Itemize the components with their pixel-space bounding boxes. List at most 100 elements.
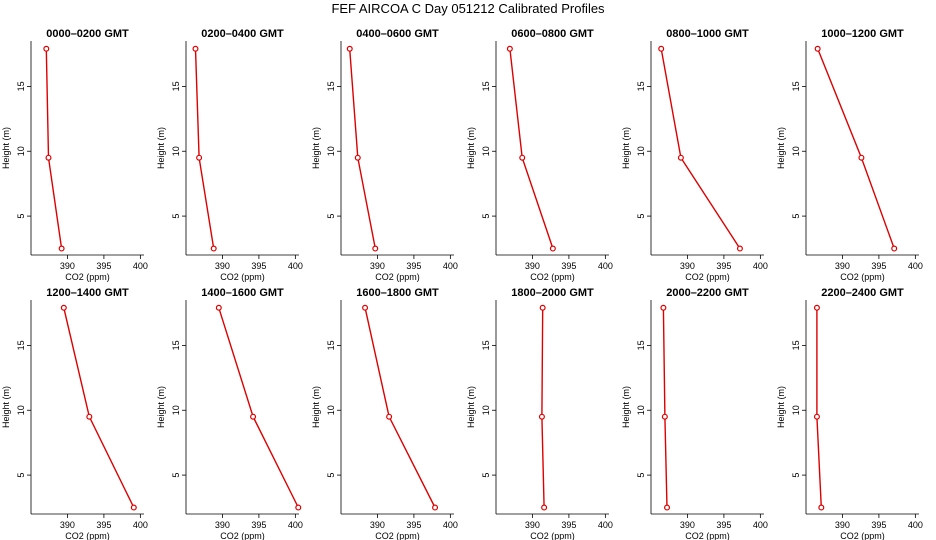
panel-title: 0400–0600 GMT: [356, 28, 439, 40]
x-axis-label: CO2 (ppm): [840, 531, 885, 540]
y-tick-label: 5: [16, 214, 26, 219]
profile-line: [509, 48, 554, 249]
y-tick-label: 10: [791, 146, 801, 156]
y-tick-label: 15: [16, 81, 26, 91]
panel-11: 2000–2200 GMT 390 395 400 5 10 15 CO2 (ppm) Heig…: [621, 287, 768, 540]
y-tick-label: 5: [636, 473, 646, 478]
data-point: [658, 45, 665, 52]
data-point: [661, 413, 668, 420]
x-tick-label: 400: [908, 261, 923, 271]
x-tick-label: 395: [251, 261, 266, 271]
data-point: [664, 504, 671, 511]
y-axis-label: Height (m): [776, 127, 786, 169]
y-tick-label: 10: [326, 405, 336, 415]
data-point: [736, 245, 743, 252]
panel-6: 1000–1200 GMT 390 395 400 5 10 15 CO2 (ppm) Heig…: [776, 28, 923, 282]
panel-5: 0800–1000 GMT 390 395 400 5 10 15 CO2 (ppm) Heig…: [621, 28, 768, 282]
profile-line: [660, 48, 741, 249]
data-point: [43, 45, 50, 52]
data-point: [818, 504, 825, 511]
panel-title: 2200–2400 GMT: [821, 287, 904, 299]
data-point: [432, 504, 439, 511]
y-axis-label: Height (m): [621, 127, 631, 169]
y-tick-label: 15: [481, 340, 491, 350]
y-tick-label: 15: [326, 81, 336, 91]
panel-title: 1600–1800 GMT: [356, 287, 439, 299]
profile-line: [817, 48, 895, 249]
x-tick-label: 390: [215, 261, 230, 271]
x-tick-label: 400: [133, 520, 148, 530]
y-tick-label: 10: [326, 146, 336, 156]
y-tick-label: 10: [636, 146, 646, 156]
profile-line: [816, 307, 822, 508]
data-point: [45, 154, 52, 161]
x-tick-label: 400: [443, 520, 458, 530]
y-tick-label: 5: [326, 214, 336, 219]
panel-title: 1000–1200 GMT: [821, 28, 904, 40]
x-tick-label: 400: [753, 261, 768, 271]
y-tick-label: 15: [171, 340, 181, 350]
data-point: [250, 413, 257, 420]
y-tick-label: 10: [481, 146, 491, 156]
panel-2: 0200–0400 GMT 390 395 400 5 10 15 CO2 (ppm) Heig…: [156, 28, 303, 282]
x-axis-label: CO2 (ppm): [65, 272, 110, 282]
data-point: [386, 413, 393, 420]
profile-line: [541, 307, 545, 508]
y-axis-label: Height (m): [156, 127, 166, 169]
panel-9: 1600–1800 GMT 390 395 400 5 10 15 CO2 (ppm) Heig…: [311, 287, 458, 540]
y-tick-label: 10: [171, 146, 181, 156]
panel-1: 0000–0200 GMT 390 395 400 5 10 15 CO2 (ppm) Heig…: [1, 28, 148, 282]
data-point: [192, 45, 199, 52]
y-tick-label: 10: [16, 146, 26, 156]
x-tick-label: 400: [598, 520, 613, 530]
x-tick-label: 390: [835, 261, 850, 271]
y-axis-label: Height (m): [1, 127, 11, 169]
y-tick-label: 15: [636, 81, 646, 91]
y-tick-label: 10: [171, 405, 181, 415]
panel-title: 0200–0400 GMT: [201, 28, 284, 40]
y-tick-label: 10: [636, 405, 646, 415]
y-tick-label: 10: [791, 405, 801, 415]
panel-title: 1200–1400 GMT: [46, 287, 129, 299]
x-tick-label: 390: [370, 520, 385, 530]
profile-line: [218, 307, 299, 508]
panel-title: 1400–1600 GMT: [201, 287, 284, 299]
x-tick-label: 390: [60, 261, 75, 271]
data-point: [362, 304, 369, 311]
data-point: [60, 304, 67, 311]
x-tick-label: 400: [133, 261, 148, 271]
x-tick-label: 395: [716, 261, 731, 271]
x-tick-label: 390: [680, 520, 695, 530]
panel-title: 2000–2200 GMT: [666, 287, 749, 299]
y-axis-label: Height (m): [311, 386, 321, 428]
x-axis-label: CO2 (ppm): [530, 531, 575, 540]
y-tick-label: 10: [16, 405, 26, 415]
x-tick-label: 390: [680, 261, 695, 271]
y-tick-label: 5: [791, 473, 801, 478]
figure-title: FEF AIRCOA C Day 051212 Calibrated Profi…: [331, 1, 605, 16]
data-point: [519, 154, 526, 161]
x-tick-label: 395: [871, 261, 886, 271]
data-point: [346, 45, 353, 52]
y-tick-label: 5: [481, 473, 491, 478]
data-point: [538, 413, 545, 420]
x-tick-label: 400: [443, 261, 458, 271]
data-point: [549, 245, 556, 252]
data-point: [372, 245, 379, 252]
panel-3: 0400–0600 GMT 390 395 400 5 10 15 CO2 (ppm) Heig…: [311, 28, 458, 282]
data-point: [813, 413, 820, 420]
y-tick-label: 15: [171, 81, 181, 91]
x-tick-label: 400: [598, 261, 613, 271]
profile-line: [364, 307, 436, 508]
panels: 0000–0200 GMT 390 395 400 5 10 15 CO2 (ppm) Heig…: [1, 28, 923, 540]
y-axis-label: Height (m): [466, 386, 476, 428]
y-tick-label: 10: [481, 405, 491, 415]
data-point: [130, 504, 137, 511]
data-point: [58, 245, 65, 252]
panel-title: 0600–0800 GMT: [511, 28, 594, 40]
x-tick-label: 400: [288, 261, 303, 271]
x-tick-label: 390: [835, 520, 850, 530]
y-axis-label: Height (m): [1, 386, 11, 428]
data-point: [813, 304, 820, 311]
